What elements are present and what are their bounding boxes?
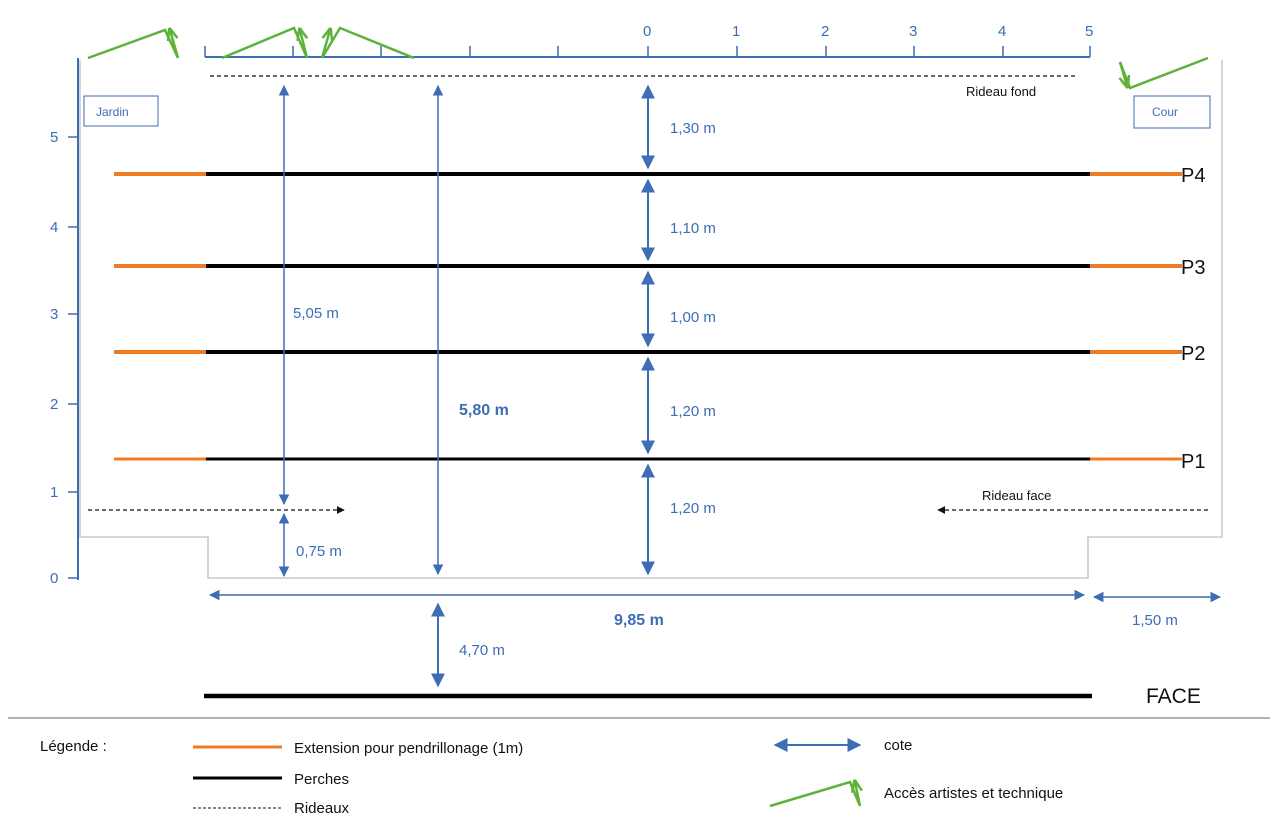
dim-label-5-05: 5,05 m [293, 305, 339, 322]
cour-box [1133, 95, 1211, 129]
left-tick-1: 1 [50, 484, 58, 501]
dim-label-1-20-upper: 1,20 m [670, 403, 716, 420]
dim-label-1-30: 1,30 m [670, 120, 716, 137]
jardin-label: Jardin [96, 105, 129, 119]
dim-label-1-10: 1,10 m [670, 220, 716, 237]
access-arrow-icon [769, 782, 860, 808]
perch-label-p4: P4 [1181, 165, 1205, 187]
legend-title: Légende : [40, 738, 107, 755]
top-axis: 0 1 2 3 4 5 [204, 23, 1093, 58]
dim-label-1-00: 1,00 m [670, 309, 716, 326]
left-tick-0: 0 [50, 570, 58, 587]
dim-label-5-80: 5,80 m [459, 402, 509, 419]
left-tick-3: 3 [50, 306, 58, 323]
perches [114, 172, 1182, 461]
legend-extension-label: Extension pour pendrillonage (1m) [294, 740, 523, 757]
legend-acces-label: Accès artistes et technique [884, 785, 1063, 802]
top-tick-2: 2 [821, 23, 829, 40]
perch-label-p2: P2 [1181, 343, 1205, 365]
jardin-box [83, 95, 159, 127]
access-arrow-icon [87, 28, 180, 60]
top-tick-4: 4 [998, 23, 1006, 40]
rideau-fond-label: Rideau fond [966, 84, 1036, 99]
rideau-face-label: Rideau face [982, 488, 1051, 503]
perch-label-p3: P3 [1181, 257, 1205, 279]
dim-label-1-50: 1,50 m [1132, 612, 1178, 629]
top-tick-5: 5 [1085, 23, 1093, 40]
access-arrows [87, 26, 1209, 90]
access-arrow-icon [221, 26, 309, 60]
top-tick-0: 0 [643, 23, 651, 40]
dim-label-0-75: 0,75 m [296, 543, 342, 560]
access-arrow-icon [1118, 56, 1209, 90]
perch-label-p1: P1 [1181, 451, 1205, 473]
legend: Légende : Extension pour pendrillonage (… [40, 737, 1063, 817]
legend-rideaux-label: Rideaux [294, 800, 350, 817]
top-tick-1: 1 [732, 23, 740, 40]
dim-label-9-85: 9,85 m [614, 612, 664, 629]
top-tick-3: 3 [909, 23, 917, 40]
left-tick-5: 5 [50, 129, 58, 146]
face-label: FACE [1146, 685, 1201, 708]
stage-outline [79, 60, 1223, 579]
access-arrow-icon [320, 26, 415, 60]
dimension-arrows [208, 84, 1222, 688]
left-axis: 0 1 2 3 4 5 [50, 58, 79, 587]
legend-cote-label: cote [884, 737, 912, 754]
dim-label-1-20-lower: 1,20 m [670, 500, 716, 517]
dim-label-4-70: 4,70 m [459, 642, 505, 659]
cour-label: Cour [1152, 105, 1178, 119]
left-tick-4: 4 [50, 219, 58, 236]
legend-perches-label: Perches [294, 771, 349, 788]
left-tick-2: 2 [50, 396, 58, 413]
